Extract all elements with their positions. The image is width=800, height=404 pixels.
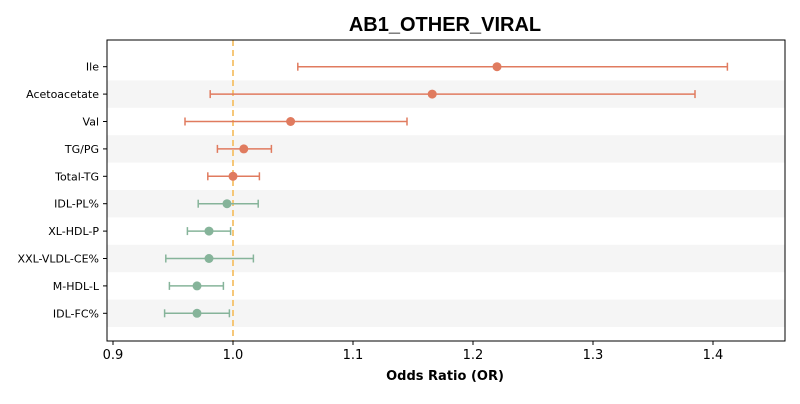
- x-tick-label: 1.1: [343, 348, 364, 363]
- y-tick-label: TG/PG: [64, 143, 99, 156]
- odds-ratio-point: [222, 199, 232, 209]
- confidence-intervals: [163, 62, 729, 318]
- odds-ratio-point: [192, 281, 202, 291]
- odds-ratio-point: [427, 89, 437, 99]
- y-tick-label: M-HDL-L: [53, 280, 100, 293]
- odds-ratio-point: [192, 308, 202, 318]
- odds-ratio-point: [239, 144, 249, 154]
- odds-ratio-point: [492, 62, 502, 72]
- y-tick-label: Total-TG: [54, 170, 99, 183]
- odds-ratio-point: [286, 117, 296, 126]
- y-tick-label: XXL-VLDL-CE%: [18, 253, 99, 266]
- chart-title: AB1_OTHER_VIRAL: [349, 14, 541, 36]
- x-tick-label: 1.3: [583, 348, 604, 363]
- y-tick-label: XL-HDL-P: [48, 225, 99, 238]
- odds-ratio-point: [228, 171, 238, 181]
- odds-ratio-point: [204, 254, 214, 263]
- y-tick-label: Val: [83, 116, 99, 129]
- y-tick-label: IDL-FC%: [53, 307, 99, 320]
- x-axis-label: Odds Ratio (OR): [386, 369, 504, 384]
- y-tick-label: Acetoacetate: [26, 88, 99, 101]
- x-tick-label: 0.9: [103, 348, 124, 363]
- x-axis-ticks: 0.9 1.0 1.1 1.2 1.3 1.4: [103, 341, 724, 363]
- plot-frame: [106, 39, 786, 342]
- y-tick-label: Ile: [86, 61, 99, 74]
- odds-ratio-points: [192, 62, 502, 318]
- y-tick-label: IDL-PL%: [54, 198, 99, 211]
- row-band: [107, 135, 785, 163]
- x-tick-label: 1.2: [463, 348, 484, 363]
- x-tick-label: 1.0: [223, 348, 244, 363]
- y-axis-ticks: Ile Acetoacetate Val TG/PG Total-TG IDL-PL% XL…: [18, 61, 107, 320]
- x-tick-label: 1.4: [703, 348, 724, 363]
- odds-ratio-point: [204, 226, 214, 236]
